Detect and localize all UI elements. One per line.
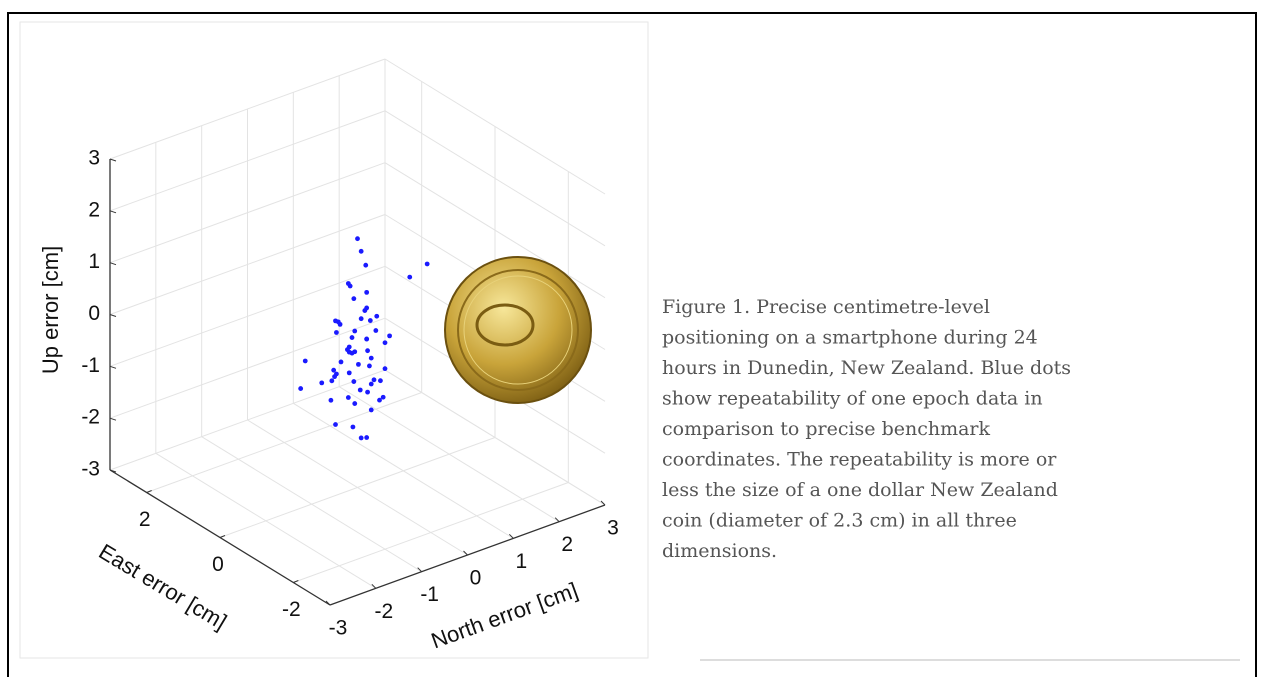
point bbox=[331, 368, 336, 373]
caption-line: comparison to precise benchmark bbox=[662, 418, 991, 440]
point bbox=[383, 340, 388, 345]
z-tick-label: -1 bbox=[81, 354, 100, 377]
point bbox=[347, 370, 352, 375]
point bbox=[351, 425, 356, 430]
caption-line: coordinates. The repeatability is more o… bbox=[662, 449, 1057, 471]
point bbox=[425, 262, 430, 267]
point bbox=[367, 364, 372, 369]
point bbox=[369, 408, 374, 413]
z-tick-label: 1 bbox=[88, 250, 100, 273]
point bbox=[339, 360, 344, 365]
z-tick-label: 0 bbox=[88, 302, 100, 325]
point bbox=[372, 377, 377, 382]
point bbox=[319, 380, 324, 385]
point bbox=[364, 306, 369, 311]
caption-line: dimensions. bbox=[662, 540, 777, 562]
point bbox=[387, 333, 392, 338]
y-tick-label: -1 bbox=[420, 583, 439, 606]
point bbox=[346, 281, 351, 286]
point bbox=[358, 388, 363, 393]
caption: Figure 1. Precise centimetre-level positi… bbox=[662, 296, 1071, 562]
point bbox=[365, 348, 370, 353]
point bbox=[332, 374, 337, 379]
point bbox=[336, 319, 341, 324]
point bbox=[363, 263, 368, 268]
x-tick-label: 2 bbox=[139, 508, 151, 531]
point bbox=[334, 330, 339, 335]
point bbox=[329, 378, 334, 383]
point bbox=[329, 398, 334, 403]
point bbox=[333, 422, 338, 427]
point bbox=[298, 386, 303, 391]
point bbox=[365, 390, 370, 395]
caption-line: Figure 1. Precise centimetre-level bbox=[662, 296, 990, 318]
point bbox=[364, 435, 369, 440]
point bbox=[350, 335, 355, 340]
point bbox=[378, 378, 383, 383]
point bbox=[351, 379, 356, 384]
point bbox=[303, 359, 308, 364]
caption-line: show repeatability of one epoch data in bbox=[662, 388, 1043, 410]
z-tick-label: -3 bbox=[81, 458, 100, 481]
caption-line: hours in Dunedin, New Zealand. Blue dots bbox=[662, 357, 1071, 379]
caption-line: coin (diameter of 2.3 cm) in all three bbox=[662, 510, 1017, 532]
y-tick-label: -3 bbox=[329, 617, 348, 640]
point bbox=[351, 296, 356, 301]
point bbox=[364, 290, 369, 295]
point bbox=[369, 382, 374, 387]
point bbox=[359, 249, 364, 254]
point bbox=[352, 329, 357, 334]
y-tick-label: 1 bbox=[515, 550, 527, 573]
y-tick-label: -2 bbox=[374, 600, 393, 623]
point bbox=[355, 236, 360, 241]
point bbox=[346, 395, 351, 400]
y-tick-label: 0 bbox=[470, 567, 482, 590]
y-tick-label: 2 bbox=[561, 533, 573, 556]
point bbox=[407, 275, 412, 280]
x-tick-label: -2 bbox=[282, 598, 301, 621]
z-tick-label: 2 bbox=[88, 198, 100, 221]
z-axis-label: Up error [cm] bbox=[38, 246, 63, 374]
screenshot: -3-2-10123-202-3-2-10123Up error [cm]Eas… bbox=[0, 0, 1264, 677]
point bbox=[377, 398, 382, 403]
point bbox=[352, 401, 357, 406]
point bbox=[359, 316, 364, 321]
point bbox=[368, 318, 373, 323]
point bbox=[369, 356, 374, 361]
caption-line: less the size of a one dollar New Zealan… bbox=[662, 479, 1058, 501]
point bbox=[352, 349, 357, 354]
point bbox=[374, 314, 379, 319]
x-tick-label: 0 bbox=[212, 553, 224, 576]
point bbox=[359, 436, 364, 441]
point bbox=[356, 362, 361, 367]
z-tick-label: -2 bbox=[81, 406, 100, 429]
coin bbox=[445, 257, 591, 403]
point bbox=[383, 366, 388, 371]
caption-line: positioning on a smartphone during 24 bbox=[662, 327, 1038, 349]
y-tick-label: 3 bbox=[607, 517, 619, 540]
point bbox=[373, 328, 378, 333]
z-tick-label: 3 bbox=[88, 147, 100, 170]
point bbox=[364, 337, 369, 342]
